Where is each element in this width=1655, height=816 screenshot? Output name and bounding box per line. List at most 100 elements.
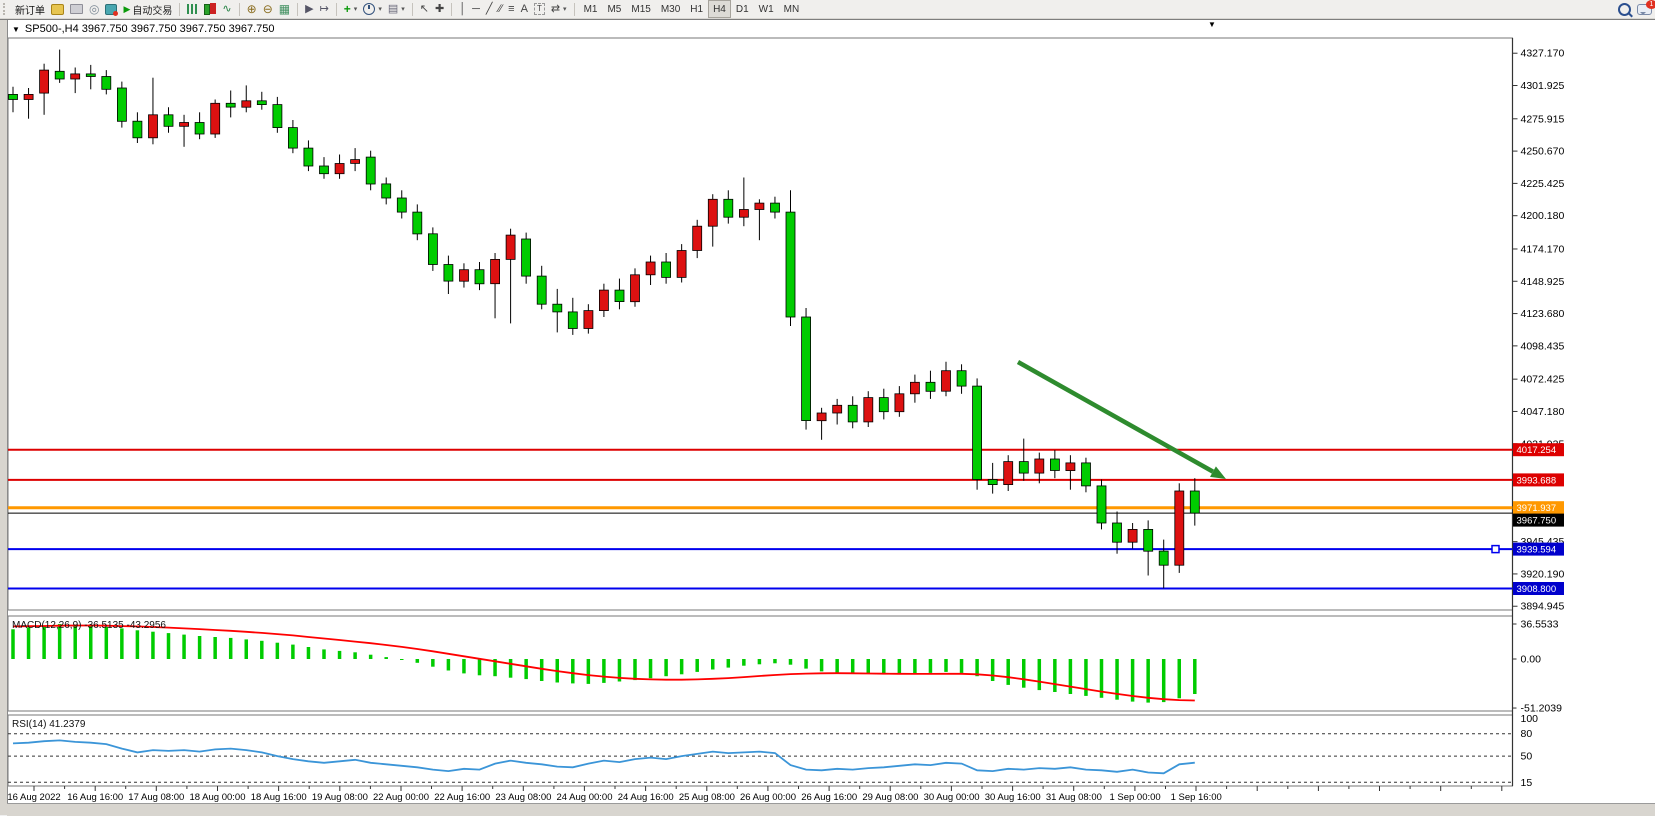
price-axis-label: 4250.670	[1521, 146, 1565, 158]
svg-text:3993.688: 3993.688	[1517, 475, 1557, 486]
auto-scroll-icon[interactable]: ▶	[305, 3, 314, 15]
bar-chart-icon[interactable]	[184, 1, 201, 17]
candle-body	[739, 209, 749, 218]
price-axis[interactable]: 4327.170 4301.925 4275.915 4250.670 4225.425…	[1512, 48, 1565, 613]
period-clock-button[interactable]: ▾	[360, 1, 385, 17]
candle-body	[878, 397, 889, 413]
template-icon[interactable]: ▤ ▾	[387, 3, 405, 15]
candle-body	[925, 381, 936, 392]
macd-pane[interactable]: MACD(12,26,9) -36.5135 -43.2956 36.5533 0.…	[11, 619, 1562, 715]
candle-body	[583, 310, 594, 329]
fibonacci-icon[interactable]: ≡	[508, 3, 515, 15]
autotrade-button[interactable]: ▶ 自动交易	[120, 1, 175, 17]
time-axis-label: 26 Aug 00:00	[740, 792, 796, 803]
price-axis-label: 4123.680	[1521, 308, 1565, 320]
tf-m5[interactable]: M5	[607, 3, 622, 15]
text-icon[interactable]: A	[520, 3, 528, 15]
crosshair-icon[interactable]: ✚	[434, 3, 445, 15]
candle-body	[443, 264, 454, 282]
candle-body	[552, 303, 563, 313]
time-axis-label: 1 Sep 16:00	[1171, 792, 1222, 803]
time-axis-label: 25 Aug 08:00	[679, 792, 735, 803]
price-axis-label: 4327.170	[1521, 48, 1565, 60]
rsi-axis-label: 80	[1521, 728, 1533, 740]
cursor-icon[interactable]: ↖	[419, 3, 429, 15]
candle-body	[272, 104, 283, 128]
tile-windows-icon[interactable]: ▦	[278, 2, 291, 16]
add-indicator-button[interactable]: + ▾	[343, 2, 358, 16]
scroll-to-end-marker[interactable]: ▼	[1208, 20, 1216, 29]
candle-body	[490, 258, 501, 285]
print-icon[interactable]	[67, 1, 86, 17]
candle-body	[785, 211, 796, 318]
candle-body	[1050, 458, 1060, 471]
channel-icon[interactable]: ∕∕	[498, 3, 503, 15]
tf-m1[interactable]: M1	[583, 3, 598, 15]
candle-body	[101, 76, 112, 90]
window-bottom-frame	[7, 803, 1655, 816]
price-axis-label: 4047.180	[1521, 406, 1565, 418]
candle-body	[381, 183, 392, 199]
deposit-icon[interactable]	[48, 1, 67, 17]
candle-body	[754, 202, 765, 210]
zoom-in-icon[interactable]: ⊕	[246, 2, 257, 16]
time-axis-label: 30 Aug 00:00	[924, 792, 980, 803]
horizontal-line-icon[interactable]: ─	[472, 3, 480, 15]
candle-body	[723, 198, 734, 218]
tf-d1[interactable]: D1	[735, 3, 749, 15]
tf-w1[interactable]: W1	[758, 3, 774, 15]
tf-mn[interactable]: MN	[783, 3, 800, 15]
arrows-icon[interactable]: ⇄ ▾	[550, 3, 567, 15]
tf-m30[interactable]: M30	[660, 3, 681, 15]
macd-axis-label: 36.5533	[1521, 619, 1559, 631]
search-icon[interactable]	[1615, 1, 1634, 17]
tf-h4[interactable]: H4	[708, 0, 731, 18]
tf-m15[interactable]: M15	[631, 3, 651, 15]
candle-body	[645, 261, 656, 276]
vertical-line-icon[interactable]: │	[459, 3, 467, 15]
chart-symbol-title: SP500-,H4 3967.750 3967.750 3967.750 396…	[24, 23, 275, 35]
time-axis-label: 24 Aug 00:00	[557, 792, 613, 803]
time-axis-label: 29 Aug 08:00	[862, 792, 918, 803]
candle-chart-icon[interactable]	[201, 1, 219, 17]
toolbar-separator	[451, 2, 453, 16]
alerts-icon[interactable]: ◎	[89, 2, 100, 16]
zoom-out-icon[interactable]: ⊖	[262, 2, 273, 16]
time-axis-label: 18 Aug 00:00	[190, 792, 246, 803]
candle-body	[676, 250, 687, 278]
price-badge	[1513, 443, 1564, 457]
market-watch-icon[interactable]	[102, 1, 120, 17]
candle-body	[179, 122, 190, 127]
candle-body	[1065, 462, 1076, 471]
price-axis-label: 4225.425	[1521, 178, 1565, 190]
candle-body	[894, 393, 905, 413]
time-axis[interactable]: 16 Aug 2022 16 Aug 16:00 17 Aug 08:00 18 Au…	[7, 786, 1503, 803]
rsi-line	[12, 739, 1195, 775]
chart-shift-icon[interactable]: ↦	[319, 3, 329, 15]
toolbar-separator	[573, 2, 575, 16]
line-chart-icon[interactable]: ∿	[222, 3, 232, 15]
candle-body	[70, 73, 81, 80]
new-order-button[interactable]: 新订单	[15, 5, 45, 17]
trendline-icon[interactable]: ╱	[485, 3, 493, 15]
label-icon[interactable]: T	[531, 1, 548, 17]
chat-icon[interactable]: 1	[1634, 0, 1655, 17]
tf-h1[interactable]: H1	[690, 3, 704, 15]
trend-arrow[interactable]	[1016, 360, 1226, 479]
time-axis-label: 1 Sep 00:00	[1109, 792, 1160, 803]
horizontal-lines-layer[interactable]	[8, 448, 1513, 590]
candle-body	[863, 397, 874, 423]
candle-body	[427, 233, 438, 265]
chart-collapse-icon[interactable]: ▼	[12, 24, 20, 34]
time-axis-label: 16 Aug 16:00	[67, 792, 123, 803]
toolbar-separator	[238, 2, 240, 16]
svg-text:3939.594: 3939.594	[1517, 545, 1557, 556]
candle-body	[536, 275, 547, 305]
toolbar-grip	[3, 3, 10, 15]
time-axis-label: 17 Aug 08:00	[128, 792, 184, 803]
svg-text:3908.800: 3908.800	[1517, 584, 1557, 595]
candle-body	[972, 385, 982, 480]
rsi-pane[interactable]: RSI(14) 41.2379 100 80 50 15	[8, 713, 1538, 789]
candle-body	[163, 114, 174, 127]
